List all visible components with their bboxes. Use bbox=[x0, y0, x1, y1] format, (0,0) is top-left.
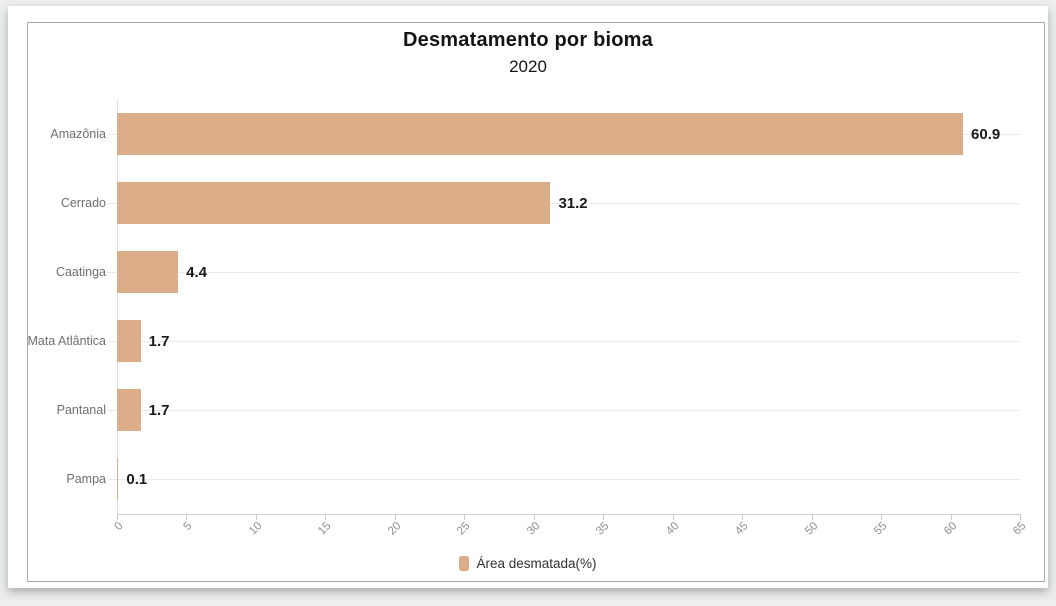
bar[interactable] bbox=[117, 320, 141, 362]
x-tick bbox=[255, 514, 257, 520]
chart-subtitle: 2020 bbox=[509, 57, 547, 76]
x-tick-label: 40 bbox=[663, 520, 682, 538]
bar-value-label: 0.1 bbox=[126, 471, 148, 488]
category-label: Pantanal bbox=[56, 403, 106, 417]
x-tick bbox=[325, 514, 327, 520]
x-tick bbox=[742, 514, 744, 520]
chart-title: Desmatamento por bioma bbox=[402, 29, 653, 51]
x-tick-label: 55 bbox=[872, 520, 890, 538]
bar[interactable] bbox=[117, 113, 964, 155]
x-tick-label: 35 bbox=[594, 520, 612, 538]
bar-value-label: 60.9 bbox=[971, 126, 1001, 143]
x-tick bbox=[1020, 514, 1021, 520]
x-tick bbox=[881, 514, 883, 520]
bar-value-label: 1.7 bbox=[148, 402, 170, 419]
x-tick bbox=[464, 514, 466, 520]
value-axis-ticks bbox=[117, 514, 1021, 520]
gridline bbox=[108, 410, 1020, 411]
x-tick-label: 5 bbox=[181, 520, 195, 534]
category-label: Amazônia bbox=[50, 127, 106, 141]
value-axis-line bbox=[117, 514, 1021, 515]
bar[interactable] bbox=[117, 458, 119, 500]
bar-value-label: 1.7 bbox=[148, 333, 170, 350]
x-tick bbox=[394, 514, 396, 520]
x-tick-label: 20 bbox=[385, 520, 404, 538]
gridline bbox=[108, 203, 1020, 204]
bar[interactable] bbox=[117, 251, 179, 293]
x-tick-label: 15 bbox=[316, 520, 334, 538]
bar-row: 60.9 bbox=[108, 100, 1020, 169]
x-tick-label: 50 bbox=[802, 520, 821, 538]
x-tick-label: 45 bbox=[733, 520, 751, 538]
x-tick bbox=[186, 514, 188, 520]
plot-area: 60.9 31.2 4.4 1.7 1.7 0.1 bbox=[108, 100, 1020, 514]
gridline bbox=[108, 479, 1020, 480]
gridline bbox=[108, 272, 1020, 273]
x-tick bbox=[117, 514, 118, 520]
x-tick bbox=[950, 514, 952, 520]
bar-value-label: 4.4 bbox=[186, 264, 207, 281]
x-tick bbox=[533, 514, 535, 520]
legend-swatch-icon bbox=[459, 555, 470, 571]
category-axis-line bbox=[117, 100, 118, 514]
legend-item[interactable]: Área desmatada(%) bbox=[0, 552, 1056, 574]
legend-label: Área desmatada(%) bbox=[476, 555, 597, 571]
gridline bbox=[108, 341, 1020, 342]
bar-row: 4.4 bbox=[108, 238, 1020, 307]
category-label: Mata Atlântica bbox=[27, 334, 106, 348]
x-tick-label: 25 bbox=[455, 520, 473, 538]
x-tick bbox=[672, 514, 674, 520]
x-tick-label: 10 bbox=[246, 520, 265, 538]
bar-value-label: 31.2 bbox=[558, 195, 588, 212]
x-tick bbox=[811, 514, 813, 520]
category-label: Pampa bbox=[66, 472, 106, 486]
category-label: Cerrado bbox=[60, 196, 106, 210]
category-axis-labels: Amazônia Cerrado Caatinga Mata Atlântica Pan… bbox=[10, 100, 106, 514]
bar[interactable] bbox=[117, 389, 141, 431]
x-tick-label: 30 bbox=[524, 520, 543, 538]
bar[interactable] bbox=[117, 182, 551, 224]
bar-row: 1.7 bbox=[108, 307, 1020, 376]
category-label: Caatinga bbox=[55, 265, 106, 279]
x-tick-label: 60 bbox=[941, 520, 960, 538]
bar-row: 0.1 bbox=[108, 445, 1020, 514]
x-tick bbox=[603, 514, 605, 520]
bar-row: 31.2 bbox=[108, 169, 1020, 238]
bar-row: 1.7 bbox=[108, 376, 1020, 445]
